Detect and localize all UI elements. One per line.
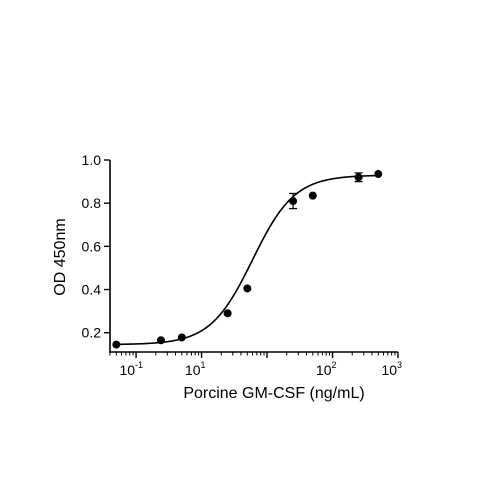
axes-layer: 0.20.40.60.81.010 -1 10 1 10 2 10 3 <box>82 152 402 378</box>
x-tick-exp-2: 2 <box>332 360 337 370</box>
y-axis-label: OD 450nm <box>52 218 69 295</box>
x-tick-label-3: 10 3 <box>381 360 402 378</box>
data-point-3 <box>223 309 232 318</box>
data-points-layer <box>112 170 383 349</box>
y-tick-label-3: 0.8 <box>82 195 102 211</box>
data-point-5 <box>289 197 298 206</box>
x-tick-exp-1: 1 <box>201 360 206 370</box>
fit-curve-layer <box>116 174 379 346</box>
x-tick-base-1: 10 <box>185 362 201 378</box>
data-point-6 <box>308 191 317 200</box>
data-point-8 <box>374 170 383 179</box>
x-tick-label-0: 10 -1 <box>119 360 143 378</box>
x-tick-label-1: 10 1 <box>185 360 206 378</box>
y-tick-label-2: 0.6 <box>82 238 102 254</box>
x-tick-exp-3: 3 <box>397 360 402 370</box>
y-tick-label-1: 0.4 <box>82 282 102 298</box>
y-tick-label-0: 0.2 <box>82 325 102 341</box>
data-point-7 <box>354 173 363 182</box>
y-tick-label-4: 1.0 <box>82 152 102 168</box>
x-tick-base-0: 10 <box>119 362 135 378</box>
data-point-1 <box>156 336 165 345</box>
x-axis-label: Porcine GM-CSF (ng/mL) <box>183 385 364 402</box>
data-point-4 <box>243 284 252 293</box>
x-tick-base-3: 10 <box>381 362 397 378</box>
fit-curve-0 <box>116 174 379 346</box>
x-tick-label-2: 10 2 <box>316 360 337 378</box>
x-tick-exp-0: -1 <box>135 360 143 370</box>
data-point-0 <box>112 340 121 349</box>
x-tick-base-2: 10 <box>316 362 332 378</box>
data-point-2 <box>177 333 186 342</box>
